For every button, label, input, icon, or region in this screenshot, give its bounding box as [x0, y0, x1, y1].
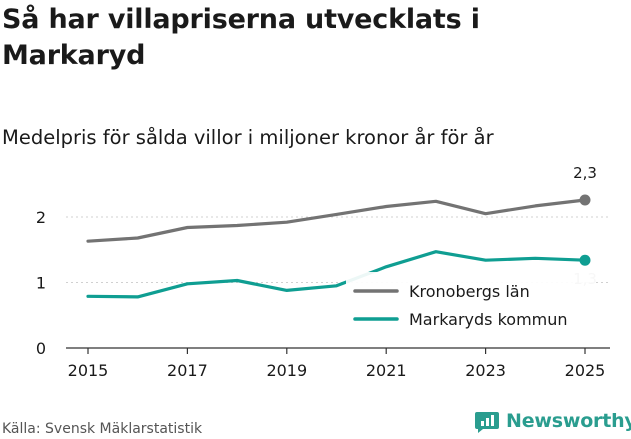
source-note: Källa: Svensk Mäklarstatistik [2, 421, 203, 437]
y-gridlines [66, 216, 610, 283]
legend-label-1: Markaryds kommun [409, 310, 568, 329]
legend: Kronobergs län Markaryds kommun [346, 272, 596, 334]
series-lines [86, 194, 591, 299]
legend-background [346, 272, 596, 334]
axes: 0 1 2 2015 2017 2019 2021 2023 2025 [36, 208, 610, 380]
x-tick-label-2025: 2025 [565, 361, 606, 380]
end-point-0 [579, 194, 591, 206]
y-tick-label-0: 0 [36, 339, 46, 358]
x-tick-label-2019: 2019 [266, 361, 307, 380]
end-point-1 [579, 254, 591, 266]
x-tick-label-2017: 2017 [167, 361, 208, 380]
end-label-0: 2,3 [573, 164, 597, 182]
x-tick-label-2015: 2015 [68, 361, 109, 380]
legend-label-0: Kronobergs län [409, 282, 530, 301]
newsworthy-icon [475, 412, 499, 433]
series-line-markaryds-kommun [86, 250, 587, 299]
x-tick-label-2023: 2023 [465, 361, 506, 380]
series-line-kronobergs-lan [86, 198, 587, 243]
brand-name: Newsworthy [506, 410, 631, 432]
data-labels: 2,31,3 [573, 164, 597, 288]
x-tick-label-2021: 2021 [366, 361, 407, 380]
y-tick-label-1: 1 [36, 274, 46, 293]
newsworthy-logo[interactable]: Newsworthy [474, 408, 631, 434]
chart-subtitle: Medelpris för sålda villor i miljoner kr… [2, 126, 494, 149]
chart-title: Så har villapriserna utvecklats i Markar… [2, 4, 480, 71]
y-tick-label-2: 2 [36, 208, 46, 227]
